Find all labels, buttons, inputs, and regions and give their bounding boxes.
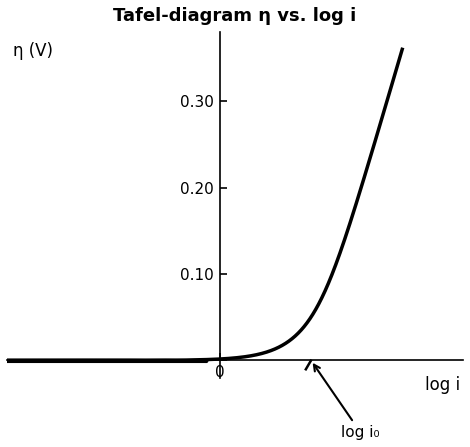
Text: log i₀: log i₀ bbox=[314, 365, 380, 440]
Text: log i: log i bbox=[425, 376, 460, 394]
Text: η (V): η (V) bbox=[13, 42, 53, 60]
Title: Tafel-diagram η vs. log i: Tafel-diagram η vs. log i bbox=[113, 7, 357, 25]
